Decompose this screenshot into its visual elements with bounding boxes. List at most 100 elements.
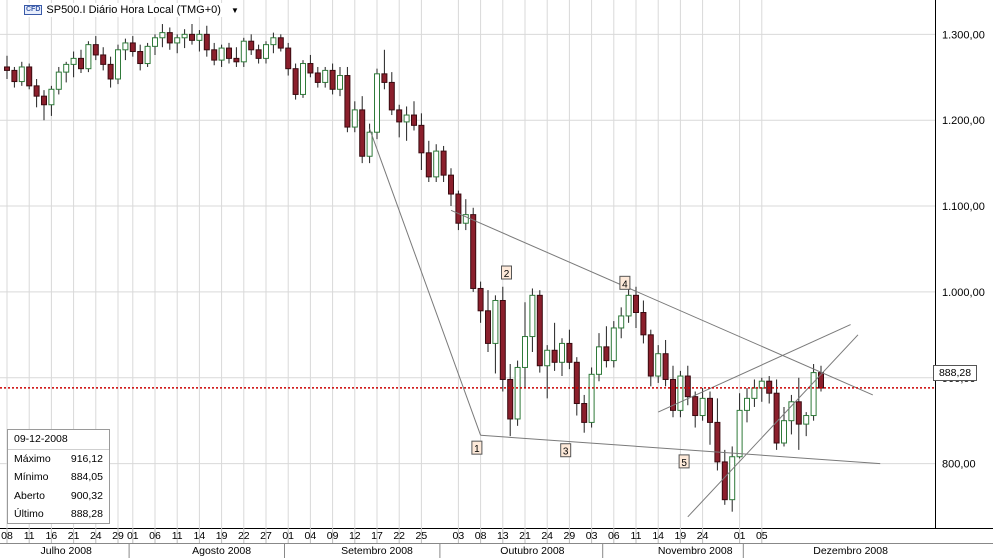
x-tick-label: 17 <box>371 530 383 542</box>
trendline <box>369 128 482 436</box>
month-label: Julho 2008 <box>41 545 93 557</box>
x-tick-label: 11 <box>172 530 183 542</box>
candle-up <box>588 373 595 423</box>
x-tick-label: 04 <box>305 530 317 542</box>
candle-down <box>581 403 588 423</box>
ohlc-info-box: 09-12-2008 Máximo 916,12 Mínimo 884,05 A… <box>7 429 110 524</box>
candle-up <box>85 44 92 70</box>
candle-up <box>403 114 410 123</box>
trendline <box>687 334 859 518</box>
candle-down <box>11 69 18 83</box>
y-tick-label: 1.300,00 <box>942 29 985 41</box>
candle-up <box>625 294 632 317</box>
candle-up <box>55 71 62 90</box>
candle-down <box>721 461 728 501</box>
candle-down <box>396 109 403 123</box>
chart-header[interactable]: CFD SP500.I Diário Hora Local (TMG+0) ▼ <box>24 3 239 17</box>
x-tick-label: 14 <box>194 530 206 542</box>
candle-up <box>351 109 358 128</box>
candle-down <box>662 353 669 380</box>
candle-up <box>159 32 166 39</box>
candle-up <box>152 37 158 47</box>
x-tick-label: 29 <box>564 530 576 542</box>
chart-title: SP500.I Diário Hora Local (TMG+0) <box>46 4 221 16</box>
x-tick-label: 24 <box>541 530 553 542</box>
info-value: 916,12 <box>70 452 103 465</box>
candle-down <box>388 81 395 111</box>
candle-up <box>758 380 765 389</box>
candle-down <box>551 349 558 363</box>
candle-up <box>374 73 380 133</box>
candle-up <box>18 66 25 83</box>
x-tick-label: 01 <box>127 530 139 542</box>
candle-down <box>233 57 240 63</box>
last-price-badge: 888,28 <box>933 365 977 381</box>
candle-down <box>507 378 514 420</box>
candle-down <box>285 47 292 70</box>
candle-up <box>115 49 121 80</box>
x-tick-label: 29 <box>112 530 124 542</box>
candle-down <box>26 66 33 87</box>
candle-up <box>122 42 129 51</box>
candle-down <box>684 375 691 398</box>
candle-down <box>248 40 255 51</box>
candle-down <box>411 114 417 126</box>
candle-up <box>544 349 551 367</box>
info-row-max: Máximo 916,12 <box>8 450 109 469</box>
candle-down <box>470 214 477 289</box>
candle-up <box>263 44 269 59</box>
info-label: Máximo <box>14 452 51 465</box>
candle-down <box>277 37 284 49</box>
x-tick-label: 16 <box>46 530 58 542</box>
x-tick-label: 09 <box>327 530 339 542</box>
y-tick-label: 800,00 <box>942 459 976 471</box>
cfd-badge-icon: CFD <box>24 5 43 15</box>
info-label: Último <box>14 508 44 521</box>
candle-down <box>714 421 721 463</box>
candle-down <box>100 54 107 65</box>
x-tick-label: 06 <box>608 530 620 542</box>
candle-up <box>699 397 706 417</box>
candle-up <box>736 409 743 458</box>
candle-down <box>166 32 173 44</box>
candle-up <box>63 63 70 73</box>
wave-label-box <box>471 440 483 455</box>
candle-down <box>329 69 336 90</box>
candle-up <box>433 150 440 178</box>
trendline <box>450 209 874 396</box>
candle-down <box>211 49 218 61</box>
candle-up <box>218 47 225 61</box>
x-tick-label: 01 <box>282 530 294 542</box>
candle-down <box>647 334 654 377</box>
month-label: Setembro 2008 <box>341 545 413 557</box>
info-row-last: Último 888,28 <box>8 505 109 524</box>
wave-label-box <box>619 275 631 290</box>
candle-up <box>655 353 662 377</box>
candle-down <box>226 47 232 59</box>
candle-up <box>366 131 373 157</box>
candle-down <box>137 51 144 65</box>
candle-up <box>729 456 736 501</box>
candle-down <box>381 73 388 83</box>
candle-up <box>803 415 810 425</box>
x-tick-label: 13 <box>497 530 509 542</box>
candle-up <box>240 40 247 63</box>
info-value: 884,05 <box>70 471 103 484</box>
candle-up <box>596 346 602 375</box>
candle-down <box>41 95 47 106</box>
dropdown-arrow-icon[interactable]: ▼ <box>230 5 239 15</box>
candle-down <box>640 312 647 336</box>
candle-down <box>203 33 210 51</box>
month-label: Novembro 2008 <box>658 545 733 557</box>
candle-down <box>344 75 351 128</box>
x-tick-label: 25 <box>416 530 428 542</box>
trendline <box>657 324 851 413</box>
info-row-min: Mínimo 884,05 <box>8 468 109 487</box>
candle-down <box>78 57 84 70</box>
candle-down <box>448 174 454 195</box>
candle-up <box>300 63 306 95</box>
x-tick-label: 08 <box>1 530 13 542</box>
candle-down <box>795 401 802 425</box>
month-label: Dezembro 2008 <box>813 545 888 557</box>
